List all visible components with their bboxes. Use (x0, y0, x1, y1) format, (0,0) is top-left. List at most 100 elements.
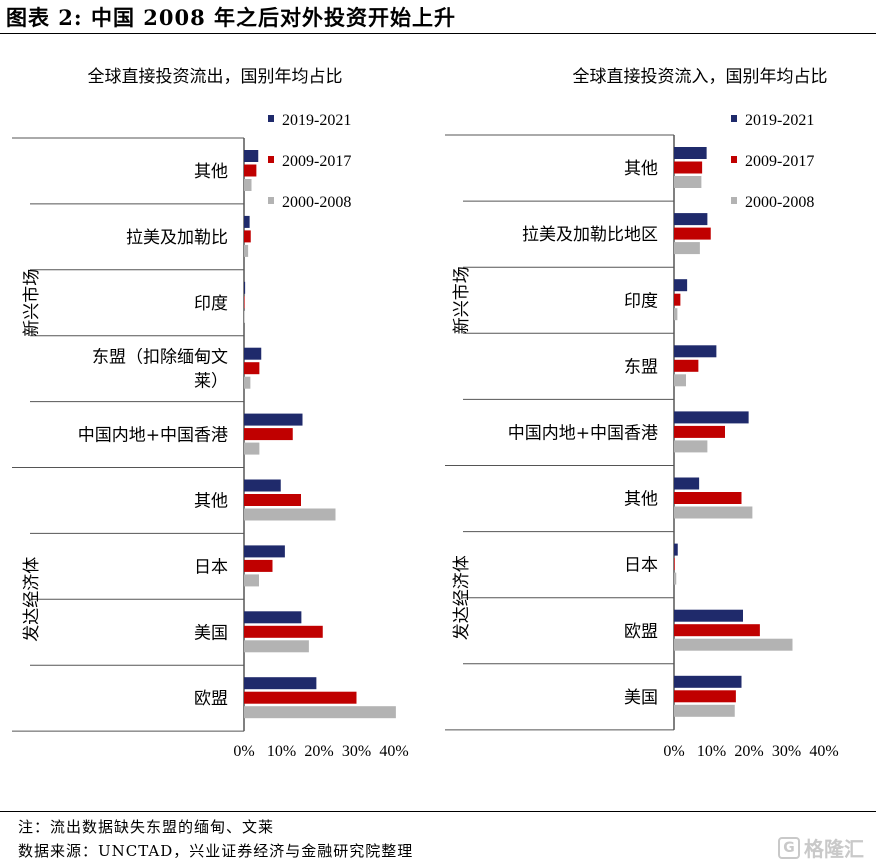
bar-2000-2008 (674, 506, 753, 519)
x-tick-label: 0% (233, 743, 254, 760)
x-tick-label: 20% (734, 743, 763, 760)
legend-swatch-2019-2021 (731, 115, 737, 122)
legend-swatch-2019-2021 (268, 115, 274, 122)
watermark-logo-icon: G (778, 836, 800, 859)
legend-label: 2019-2021 (745, 112, 814, 129)
bar-2000-2008 (244, 310, 245, 323)
category-label: 印度 (624, 291, 658, 311)
bar-2000-2008 (674, 242, 700, 255)
bar-2019-2021 (674, 147, 707, 159)
bar-2000-2008 (244, 574, 259, 587)
bar-2009-2017 (674, 624, 760, 637)
bar-2000-2008 (674, 308, 678, 321)
bar-2000-2008 (244, 706, 396, 719)
bar-2019-2021 (244, 347, 262, 360)
x-tick-label: 30% (772, 743, 801, 760)
bar-2019-2021 (674, 279, 688, 292)
bar-2009-2017 (244, 296, 245, 309)
x-tick-label: 10% (697, 743, 726, 760)
category-label: 中国内地+中国香港 (78, 426, 228, 446)
chart-title: 全球直接投资流入，国别年均占比 (573, 67, 828, 87)
category-label: 印度 (194, 294, 228, 314)
bar-2009-2017 (244, 691, 357, 704)
category-label: 其他 (624, 159, 658, 179)
bar-2009-2017 (244, 428, 293, 441)
group-label: 新兴市场 (452, 266, 472, 334)
bar-2009-2017 (674, 690, 736, 703)
bar-2009-2017 (674, 492, 742, 504)
bar-2009-2017 (244, 230, 251, 243)
bar-2019-2021 (674, 213, 708, 226)
bar-2009-2017 (674, 558, 675, 571)
bar-2009-2017 (244, 559, 273, 572)
legend-swatch-2000-2008 (731, 197, 737, 204)
bar-2000-2008 (244, 442, 260, 455)
x-tick-label: 10% (267, 743, 296, 760)
bar-2000-2008 (244, 508, 336, 521)
bar-2000-2008 (674, 374, 686, 387)
bar-2000-2008 (244, 179, 252, 191)
bar-2019-2021 (244, 677, 317, 690)
category-label: 中国内地+中国香港 (508, 423, 658, 443)
bar-2009-2017 (244, 362, 260, 375)
category-label: 其他 (624, 490, 658, 510)
x-tick-label: 40% (809, 743, 838, 760)
category-label: 其他 (194, 491, 228, 511)
bar-2000-2008 (244, 244, 249, 257)
bar-2009-2017 (674, 161, 703, 174)
charts-canvas: 全球直接投资流出，国别年均占比 2019-2021 2009-2017 2000-20… (12, 67, 839, 760)
legend-swatch-2009-2017 (731, 156, 737, 163)
title-rule (0, 33, 876, 34)
bar-2019-2021 (244, 413, 303, 426)
bar-2009-2017 (674, 227, 711, 240)
category-label: 其他 (194, 162, 228, 182)
bar-2009-2017 (674, 293, 681, 306)
category-label: 日本 (194, 557, 228, 577)
bar-2019-2021 (674, 675, 742, 688)
note-text: 注：流出数据缺失东盟的缅甸、文莱 (18, 818, 275, 836)
figure-title: 图表 2: 中国 2008 年之后对外投资开始上升 (6, 5, 457, 30)
category-label: 东盟（扣除缅甸文 (92, 348, 228, 368)
legend-label: 2019-2021 (282, 112, 351, 129)
watermark-text: 格隆汇 (804, 837, 864, 861)
bar-2019-2021 (674, 543, 678, 556)
chart-title: 全球直接投资流出，国别年均占比 (88, 67, 343, 87)
category-label: 拉美及加勒比地区 (522, 225, 658, 245)
category-label: 日本 (624, 556, 658, 576)
bar-2019-2021 (244, 545, 285, 558)
bar-2019-2021 (244, 215, 250, 228)
x-tick-label: 0% (663, 743, 684, 760)
legend-swatch-2000-2008 (268, 197, 274, 204)
x-tick-label: 40% (379, 743, 408, 760)
bar-2000-2008 (244, 640, 309, 653)
notes-rule (0, 811, 876, 812)
group-label: 发达经济体 (22, 557, 42, 642)
bar-2019-2021 (674, 477, 700, 490)
notes: 注：流出数据缺失东盟的缅甸、文莱 数据来源：UNCTAD，兴业证券经济与金融研究… (18, 815, 413, 863)
legend-label: 2009-2017 (282, 153, 351, 170)
bar-2009-2017 (674, 359, 699, 372)
x-tick-label: 30% (342, 743, 371, 760)
bar-2019-2021 (244, 150, 259, 162)
bar-2009-2017 (244, 494, 301, 506)
bar-2019-2021 (244, 611, 302, 624)
group-label: 发达经济体 (452, 555, 472, 640)
bar-2019-2021 (244, 281, 246, 294)
category-label: 美国 (194, 623, 228, 643)
category-label: 拉美及加勒比 (126, 228, 228, 248)
legend-label: 2000-2008 (282, 194, 351, 211)
bar-2019-2021 (244, 479, 281, 492)
bar-2000-2008 (674, 638, 793, 651)
bar-2009-2017 (674, 425, 725, 438)
legend-label: 2000-2008 (745, 194, 814, 211)
bar-2019-2021 (674, 609, 743, 622)
bar-2009-2017 (244, 164, 257, 177)
bar-2019-2021 (674, 345, 717, 358)
legend-label: 2009-2017 (745, 153, 814, 170)
bar-2000-2008 (674, 572, 677, 585)
bar-2000-2008 (674, 704, 735, 717)
bar-2009-2017 (244, 625, 323, 638)
bar-2000-2008 (674, 176, 702, 188)
bar-2000-2008 (674, 440, 708, 453)
category-label: 欧盟 (194, 689, 228, 709)
